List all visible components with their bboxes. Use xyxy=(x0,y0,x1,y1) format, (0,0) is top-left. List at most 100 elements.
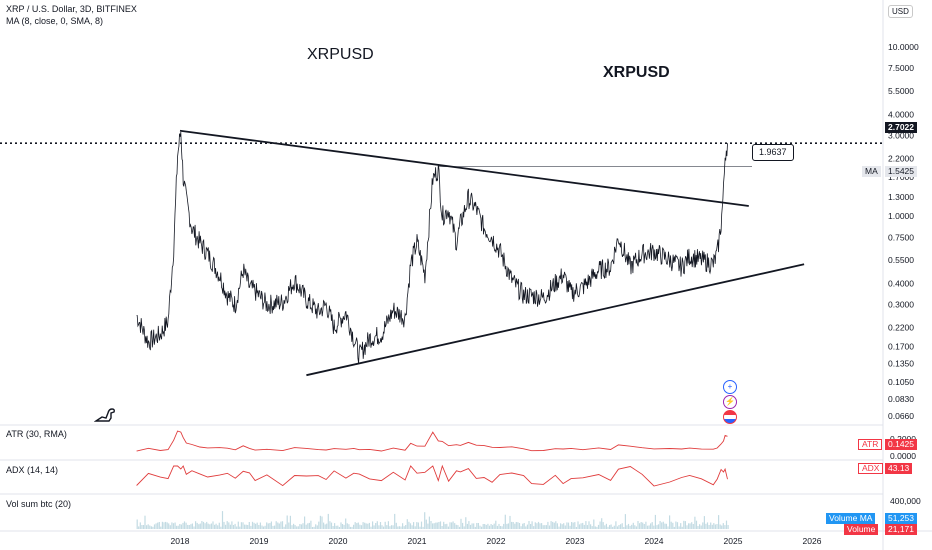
volume-bar xyxy=(359,524,361,529)
volume-bar xyxy=(400,526,402,529)
volume-bar xyxy=(288,522,290,529)
volume-bar xyxy=(462,522,464,529)
volume-bar xyxy=(702,522,704,529)
volume-bar xyxy=(444,524,446,529)
volume-bar xyxy=(416,522,418,529)
volume-bar xyxy=(187,524,189,529)
volume-bar xyxy=(228,522,230,529)
volume-bar xyxy=(662,521,664,529)
volume-bar xyxy=(555,521,557,529)
currency-unit[interactable]: USD xyxy=(888,5,913,18)
volume-bar xyxy=(435,522,437,529)
volume-bar xyxy=(204,523,206,529)
ma-indicator-label[interactable]: MA (8, close, 0, SMA, 8) xyxy=(6,16,104,26)
price-axis-tick: 10.0000 xyxy=(888,42,919,52)
volume-bar xyxy=(294,525,296,529)
ma-tag-label: MA xyxy=(862,166,881,177)
level-label[interactable]: 1.9637 xyxy=(752,144,794,161)
volume-bar xyxy=(195,521,197,529)
price-series-line xyxy=(136,131,728,364)
atr-pane-label[interactable]: ATR (30, RMA) xyxy=(6,429,67,439)
volume-bar xyxy=(659,521,661,529)
volume-bar xyxy=(430,521,432,529)
volume-bar xyxy=(299,524,301,529)
volume-tag-value: 21,171 xyxy=(885,524,917,535)
volume-bar xyxy=(191,523,193,529)
volume-bar xyxy=(161,521,163,529)
volume-bar xyxy=(493,523,495,529)
volume-bar xyxy=(678,526,680,529)
price-axis-tick: 0.5500 xyxy=(888,255,914,265)
volume-bar xyxy=(449,522,451,529)
volume-bar xyxy=(408,521,410,529)
volume-bar xyxy=(144,515,146,529)
trendline-descending[interactable] xyxy=(179,129,749,207)
volume-bar xyxy=(327,513,329,529)
time-axis-tick: 2024 xyxy=(645,536,664,546)
volume-bar xyxy=(686,525,688,529)
volume-bar xyxy=(670,521,672,529)
volume-bar xyxy=(530,524,532,529)
volume-bar xyxy=(646,525,649,529)
adx-pane-label[interactable]: ADX (14, 14) xyxy=(6,465,59,475)
volume-bar xyxy=(452,521,454,529)
volume-bar xyxy=(552,521,554,529)
volume-bar xyxy=(392,525,394,529)
volume-bar xyxy=(244,524,246,529)
volume-bar xyxy=(150,526,152,529)
volume-bar xyxy=(289,515,291,529)
volume-bar xyxy=(413,522,415,529)
volume-bar xyxy=(220,526,222,529)
price-axis-tick: 0.0660 xyxy=(888,411,914,421)
volume-bar xyxy=(206,521,208,529)
volume-bar xyxy=(653,525,655,529)
volume-bar xyxy=(438,522,440,529)
volume-bar xyxy=(689,523,691,529)
lightning-icon[interactable]: ⚡ xyxy=(723,395,737,409)
volume-bar xyxy=(239,526,241,529)
volume-bar xyxy=(349,526,351,529)
volume-bar xyxy=(518,523,521,529)
volume-bar xyxy=(637,521,639,529)
volume-bar xyxy=(160,526,162,529)
volume-bar xyxy=(713,523,715,529)
volume-bar xyxy=(481,526,483,529)
volume-bar xyxy=(542,525,544,529)
volume-bar xyxy=(253,522,255,529)
volume-bar xyxy=(395,522,397,529)
volume-bar xyxy=(571,522,573,529)
volume-bar xyxy=(236,526,238,529)
volume-bar xyxy=(251,521,254,529)
volume-bar xyxy=(657,524,660,529)
volume-bar xyxy=(357,522,359,529)
volume-bar xyxy=(673,526,675,529)
volume-bar xyxy=(665,523,667,529)
annotation-right: XRPUSD xyxy=(603,64,670,81)
volume-bar xyxy=(564,525,566,529)
volume-bar xyxy=(596,526,598,529)
volume-bar xyxy=(313,526,315,529)
adx-line xyxy=(136,464,728,487)
volume-bar xyxy=(414,526,416,529)
volume-bar xyxy=(293,523,295,529)
plus-circle-icon[interactable]: + xyxy=(723,380,737,394)
volume-bar xyxy=(207,523,209,529)
volume-bar xyxy=(261,525,263,529)
flag-icon[interactable] xyxy=(723,410,737,424)
volume-bar xyxy=(476,523,478,529)
price-axis-tick: 2.2000 xyxy=(888,153,914,163)
volume-bar xyxy=(545,525,547,529)
volume-bar xyxy=(172,523,175,529)
volume-bar xyxy=(364,522,366,529)
trendline-ascending[interactable] xyxy=(306,263,805,377)
volume-bar xyxy=(684,521,686,529)
dino-logo-icon[interactable] xyxy=(94,405,118,423)
price-axis-tick: 7.5000 xyxy=(888,63,914,73)
volume-bar xyxy=(250,525,252,529)
volume-bar xyxy=(575,527,577,529)
volume-bar xyxy=(533,526,535,529)
volume-pane-label[interactable]: Vol sum btc (20) xyxy=(6,499,72,509)
volume-bar xyxy=(550,521,552,529)
volume-bar xyxy=(580,523,582,529)
